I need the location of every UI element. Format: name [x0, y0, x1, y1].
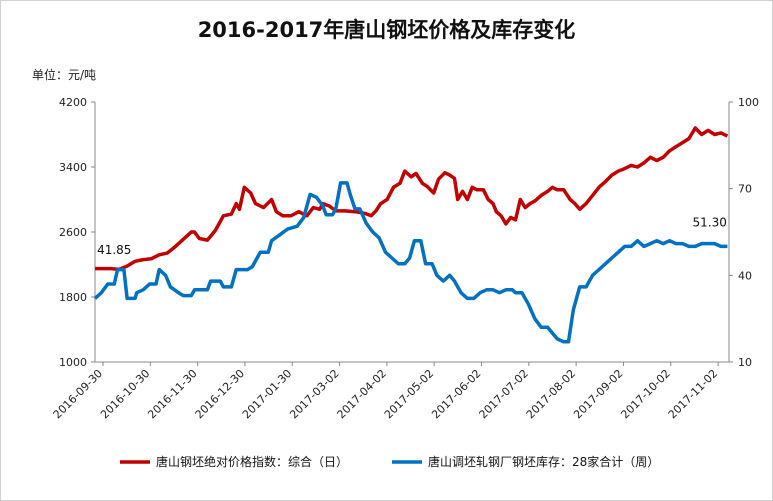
- y-right-tick-label: 40: [738, 269, 752, 282]
- x-tick-label: 2016-09-30: [51, 367, 105, 421]
- x-tick-label: 2017-10-02: [618, 367, 672, 421]
- x-tick-label: 2017-01-30: [240, 367, 294, 421]
- x-tick-label: 2016-11-30: [145, 367, 199, 421]
- y-left-tick-label: 2600: [59, 226, 87, 239]
- data-label: 51.30: [693, 216, 727, 230]
- chart-title: 2016-2017年唐山钢坯价格及库存变化: [197, 18, 576, 42]
- series-line-0: [95, 126, 729, 272]
- axes: 100018002600340042001040701002016-09-302…: [51, 96, 759, 421]
- y-right-tick-label: 100: [738, 96, 759, 109]
- y-left-tick-label: 1800: [59, 291, 87, 304]
- x-tick-label: 2017-08-02: [524, 367, 578, 421]
- x-tick-label: 2017-07-02: [477, 367, 531, 421]
- y-left-tick-label: 4200: [59, 96, 87, 109]
- x-tick-label: 2016-10-30: [98, 367, 152, 421]
- legend-label-1: 唐山调坯轧钢厂钢坯库存：28家合计（周）: [428, 454, 659, 469]
- x-tick-label: 2017-04-02: [335, 367, 389, 421]
- x-tick-label: 2017-05-02: [382, 367, 436, 421]
- y-right-tick-label: 70: [738, 183, 752, 196]
- annotations: 41.85 51.30: [97, 216, 727, 257]
- y-left-tick-label: 1000: [59, 356, 87, 369]
- x-tick-label: 2017-11-02: [666, 367, 720, 421]
- x-tick-label: 2017-09-02: [571, 367, 625, 421]
- y-right-tick-label: 10: [738, 356, 752, 369]
- series-line-1: [93, 181, 728, 344]
- unit-label: 单位：元/吨: [32, 68, 97, 82]
- data-label: 41.85: [97, 243, 131, 257]
- legend-label-0: 唐山钢坯绝对价格指数：综合（日）: [156, 454, 348, 469]
- legend: 唐山钢坯绝对价格指数：综合（日） 唐山调坯轧钢厂钢坯库存：28家合计（周）: [120, 454, 659, 469]
- y-left-tick-label: 3400: [59, 161, 87, 174]
- x-tick-label: 2017-06-02: [429, 367, 483, 421]
- plot-area: [93, 126, 729, 344]
- x-tick-label: 2016-12-30: [193, 367, 247, 421]
- x-tick-label: 2017-03-02: [287, 367, 341, 421]
